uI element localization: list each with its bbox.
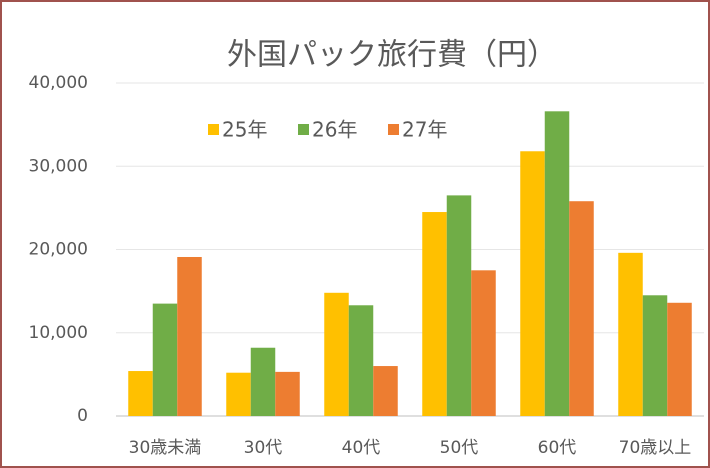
legend-label: 26年 (312, 118, 357, 142)
x-tick-label: 40代 (342, 438, 381, 458)
x-tick-label: 70歳以上 (619, 438, 692, 458)
legend-swatch (298, 124, 309, 135)
x-tick-label: 50代 (440, 438, 479, 458)
bar (250, 347, 276, 416)
bar (324, 292, 349, 416)
x-tick-label: 30代 (244, 438, 283, 458)
bar (275, 371, 300, 416)
legend-swatch (208, 124, 219, 135)
bar (471, 270, 496, 416)
bar (373, 366, 398, 416)
bar (348, 305, 374, 416)
bar (618, 252, 643, 416)
bar (177, 256, 202, 416)
bar (667, 302, 692, 416)
x-tick-label: 30歳未満 (129, 438, 202, 458)
bar (152, 303, 178, 416)
legend-label: 27年 (402, 118, 447, 142)
bar (520, 151, 545, 416)
chart-title: 外国パック旅行費（円） (227, 38, 557, 73)
bar (422, 212, 447, 416)
legend-label: 25年 (222, 118, 267, 142)
y-tick-label: 10,000 (29, 323, 88, 343)
bar (642, 295, 668, 416)
y-tick-label: 40,000 (29, 73, 88, 93)
legend-swatch (388, 124, 399, 135)
bar (128, 371, 153, 416)
bar (544, 111, 570, 417)
y-tick-label: 30,000 (29, 156, 88, 176)
y-tick-label: 0 (77, 406, 88, 426)
bar (446, 195, 472, 416)
bar (226, 372, 251, 416)
y-tick-label: 20,000 (29, 240, 88, 260)
bar (569, 201, 594, 416)
x-tick-label: 60代 (538, 438, 577, 458)
